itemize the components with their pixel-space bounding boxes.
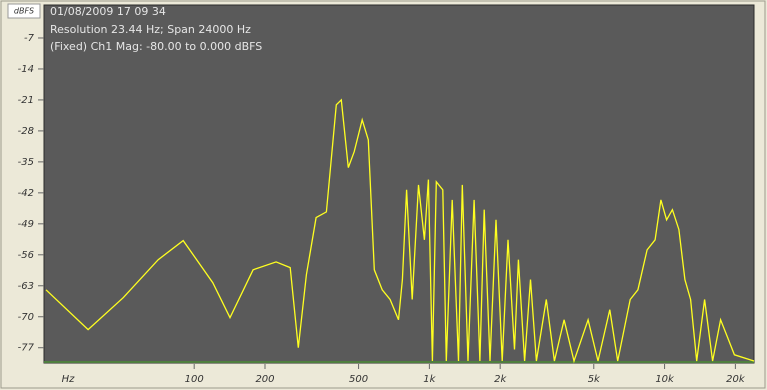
x-tick-label: 10k (655, 374, 675, 385)
x-tick-label: 20k (726, 374, 746, 385)
plot-area (43, 4, 755, 364)
y-tick-label: -21 (18, 95, 34, 106)
header-line: 01/08/2009 17 09 34 (50, 5, 166, 18)
y-tick-label: -7 (24, 33, 35, 44)
header-line: (Fixed) Ch1 Mag: -80.00 to 0.000 dBFS (50, 40, 262, 53)
y-tick-label: -56 (18, 250, 34, 261)
spectrum-line (45, 98, 755, 364)
y-tick-label: -14 (18, 64, 34, 75)
x-tick-label: 1k (423, 374, 436, 385)
x-axis-label: Hz (62, 374, 76, 385)
y-tick-label: -42 (18, 188, 34, 199)
x-tick-label: 5k (588, 374, 601, 385)
y-tick-label: -77 (18, 343, 35, 354)
x-tick-label: 500 (349, 374, 368, 385)
x-tick-label: 100 (185, 374, 204, 385)
unit-box (7, 3, 41, 19)
x-tick-label: 2k (494, 374, 507, 385)
y-tick-label: -49 (18, 219, 34, 230)
x-tick-label: 200 (255, 374, 274, 385)
y-tick-label: -28 (18, 126, 34, 137)
y-axis-label: dBFS (14, 7, 34, 16)
y-tick-label: -63 (18, 281, 34, 292)
y-tick-label: -35 (18, 157, 34, 168)
y-tick-label: -70 (18, 312, 34, 323)
header-line: Resolution 23.44 Hz; Span 24000 Hz (50, 23, 251, 36)
